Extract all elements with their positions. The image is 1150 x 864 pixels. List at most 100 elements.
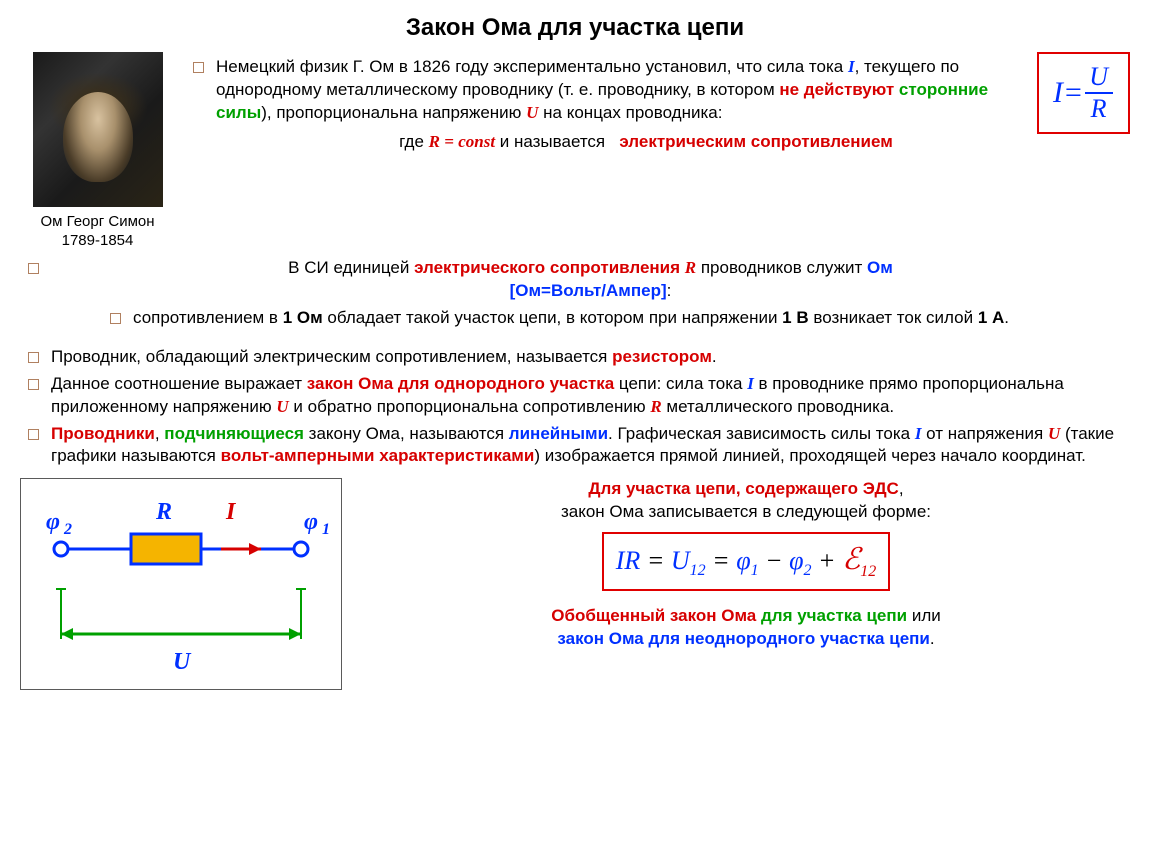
general-line: Обобщенный закон Ома для участка цепи ил… (362, 605, 1130, 628)
circuit-diagram: φ2 φ1 R I U (20, 478, 342, 690)
sym-U: U (276, 397, 288, 416)
si-bullet: В СИ единицей электрического сопротивлен… (28, 257, 1130, 303)
eq: = (640, 546, 671, 575)
portrait-block: Ом Георг Симон 1789-1854 (20, 52, 175, 251)
sub: 2 (804, 562, 812, 579)
portrait-name: Ом Георг Симон (40, 213, 154, 230)
formula-ohm-box: I = U R (1037, 52, 1130, 134)
t: от напряжения (921, 424, 1047, 443)
t: φ (789, 546, 803, 575)
t: и обратно пропорциональна сопротивлению (289, 397, 651, 416)
sym-U: U (1048, 424, 1060, 443)
sub: 12 (860, 563, 876, 580)
IR: IR (616, 546, 641, 575)
t-red: электрическим сопротивлением (619, 132, 893, 151)
svg-text:φ: φ (46, 509, 60, 535)
t: обладает такой участок цепи, в котором п… (323, 308, 782, 327)
t-green: для участка цепи (761, 606, 907, 625)
t: φ (736, 546, 750, 575)
emf-block: Для участка цепи, содержащего ЭДС, закон… (362, 478, 1130, 650)
sym-R: R (685, 258, 696, 277)
svg-text:2: 2 (63, 521, 72, 538)
ohm-unit-def: [Ом=Вольт/Ампер] (510, 281, 667, 300)
numerator: U (1083, 64, 1114, 92)
t: возникает ток силой (809, 308, 978, 327)
top-row: Ом Георг Симон 1789-1854 Немецкий физик … (20, 52, 1130, 251)
sym-I: I (848, 57, 855, 76)
t: проводников служит (696, 258, 867, 277)
t: . (930, 629, 935, 648)
phi1: φ1 (736, 546, 758, 575)
svg-text:φ: φ (304, 509, 318, 535)
phi2: φ2 (789, 546, 811, 575)
t: цепи: сила тока (614, 374, 747, 393)
svg-text:U: U (173, 649, 192, 675)
t: Немецкий физик Г. Ом в 1826 году экспери… (216, 57, 848, 76)
sym-U: U (526, 103, 538, 122)
nonhom-line: закон Ома для неоднородного участка цепи… (362, 628, 1130, 651)
minus: − (759, 546, 790, 575)
formula-emf-box: IR = U12 = φ1 − φ2 + ℰ12 (602, 532, 890, 591)
t: закону Ома, называются (304, 424, 509, 443)
t: сопротивлением в (133, 308, 283, 327)
emf-symbol: ℰ12 (842, 543, 876, 576)
emf-line1: Для участка цепи, содержащего ЭДС, (362, 478, 1130, 501)
t-green: подчиняющиеся (164, 424, 304, 443)
svg-text:I: I (225, 499, 237, 525)
t: В СИ единицей (288, 258, 414, 277)
sub-si-bullet: сопротивлением в 1 Ом обладает такой уча… (110, 307, 1130, 330)
denominator: R (1085, 92, 1113, 122)
bullet-linear-text: Проводники, подчиняющиеся закону Ома, на… (51, 423, 1130, 469)
t: . (712, 347, 717, 366)
t: , (899, 479, 904, 498)
t: . (1004, 308, 1009, 327)
sub: 1 (751, 562, 759, 579)
R-const: R = const (429, 132, 495, 151)
circuit-svg: φ2 φ1 R I U (21, 479, 341, 689)
sym-I: I (747, 374, 754, 393)
t-red: закон Ома для однородного участка (307, 374, 614, 393)
bullet-ohm-law-text: Данное соотношение выражает закон Ома дл… (51, 373, 1130, 419)
portrait-caption: Ом Георг Симон 1789-1854 (40, 213, 154, 251)
t-red: Для участка цепи, содержащего ЭДС (588, 479, 898, 498)
t-red: Обобщенный закон Ома (551, 606, 761, 625)
U12: U12 (671, 546, 706, 575)
t: Проводник, обладающий электрическим сопр… (51, 347, 612, 366)
emf-line2: закон Ома записывается в следующей форме… (362, 501, 1130, 524)
eq: = (706, 546, 737, 575)
t-blue: закон Ома для неоднородного участка цепи (557, 629, 929, 648)
plus: + (812, 546, 843, 575)
t-red: резистором (612, 347, 712, 366)
bullet-icon (28, 263, 39, 274)
t-blue: линейными (509, 424, 608, 443)
t: на концах проводника: (538, 103, 722, 122)
bullet-resistor-text: Проводник, обладающий электрическим сопр… (51, 346, 717, 369)
sym-I: I (1053, 73, 1063, 114)
intro-bullet: Немецкий физик Г. Ом в 1826 году экспери… (193, 56, 1019, 125)
t: или (907, 606, 941, 625)
svg-text:1: 1 (322, 521, 330, 538)
one-v: 1 В (782, 308, 808, 327)
t: металлического проводника. (662, 397, 894, 416)
bottom-row: φ2 φ1 R I U Для участка цепи, содержащег… (20, 478, 1130, 690)
t-red: электрического сопротивления (414, 258, 685, 277)
where-line: где R = const и называется электрическим… (273, 131, 1019, 154)
sym-R: R (650, 397, 661, 416)
si-text: В СИ единицей электрического сопротивлен… (51, 257, 1130, 303)
t-red: не действуют (779, 80, 899, 99)
bullet-icon (28, 352, 39, 363)
t: Данное соотношение выражает (51, 374, 307, 393)
t: U (671, 546, 690, 575)
bullet-icon (193, 62, 204, 73)
t: ℰ (842, 543, 860, 576)
bullet-linear: Проводники, подчиняющиеся закону Ома, на… (28, 423, 1130, 469)
t: и называется (495, 132, 610, 151)
t: где (399, 132, 429, 151)
fraction: U R (1083, 64, 1114, 122)
eq: = (1063, 73, 1083, 114)
t-red: вольт-амперными характеристиками (221, 446, 535, 465)
intro-text: Немецкий физик Г. Ом в 1826 году экспери… (216, 56, 1019, 125)
bullet-icon (28, 379, 39, 390)
portrait-years: 1789-1854 (62, 232, 134, 249)
bullet-icon (28, 429, 39, 440)
